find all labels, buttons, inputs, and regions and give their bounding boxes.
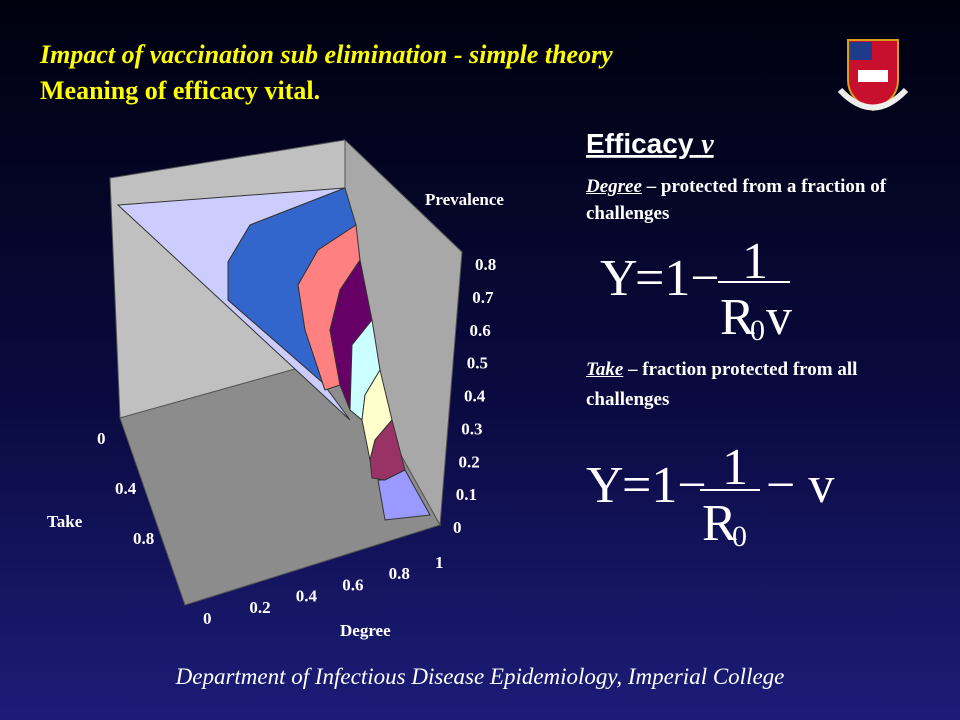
eq2-lhs: Y — [586, 457, 624, 514]
z-tick-label: 0.1 — [456, 485, 477, 504]
take-tick-label: 0.4 — [115, 479, 137, 498]
z-tick-label: 0.4 — [464, 387, 486, 406]
take-axis-label: Take — [47, 512, 83, 531]
z-axis-label: Prevalence — [425, 190, 504, 209]
eq2-subscript: 0 — [732, 520, 747, 553]
eq2-rhs: =1− — [622, 457, 707, 514]
z-tick-label: 0.6 — [470, 321, 491, 340]
eq2-denominator: R — [702, 495, 737, 552]
z-tick-label: 0.8 — [475, 255, 496, 274]
degree-tick-label: 0 — [203, 609, 212, 628]
degree-axis-label: Degree — [340, 621, 391, 640]
take-tick-label: 0.8 — [133, 529, 154, 548]
title: Impact of vaccination sub elimination - … — [40, 40, 613, 69]
take-tick-label: 0 — [97, 429, 106, 448]
panel-heading: Efficacy — [586, 128, 694, 159]
svg-text:Efficacy v: Efficacy v — [586, 128, 714, 160]
degree-tick-label: 0.2 — [249, 598, 270, 617]
z-tick-label: 0.3 — [461, 419, 482, 438]
take-desc: – fraction protected from all challenges — [586, 359, 858, 410]
eq1-numerator: 1 — [742, 233, 768, 290]
eq1-lhs: Y — [600, 250, 638, 307]
degree-text: Degree – protected from a fraction of ch… — [586, 173, 916, 227]
degree-term: Degree — [586, 176, 642, 197]
z-tick-label: 0 — [453, 518, 462, 537]
degree-tick-label: 0.4 — [296, 587, 318, 606]
z-tick-label: 0.2 — [459, 452, 480, 471]
degree-tick-label: 0.8 — [389, 564, 410, 583]
eq2-numerator: 1 — [722, 439, 748, 496]
eq1-subscript: 0 — [750, 314, 765, 347]
eq1-denominator: R — [720, 289, 755, 346]
z-tick-label: 0.7 — [472, 288, 494, 307]
footer: Department of Infectious Disease Epidemi… — [175, 664, 785, 689]
surface-chart — [109, 138, 463, 606]
degree-tick-label: 0.6 — [342, 575, 363, 594]
eq1-factor: v — [766, 289, 792, 346]
eq1-rhs: =1− — [635, 250, 720, 307]
degree-desc: – protected from a fraction of challenge… — [586, 176, 887, 224]
take-text: Take – fraction protected from all chall… — [586, 355, 886, 415]
logo — [837, 39, 909, 112]
eq2-tail: − v — [766, 457, 834, 514]
take-term: Take — [586, 359, 624, 380]
subtitle: Meaning of efficacy vital. — [40, 76, 321, 105]
degree-tick-label: 1 — [435, 553, 444, 572]
heading-symbol: v — [701, 129, 714, 160]
z-tick-label: 0.5 — [467, 354, 488, 373]
